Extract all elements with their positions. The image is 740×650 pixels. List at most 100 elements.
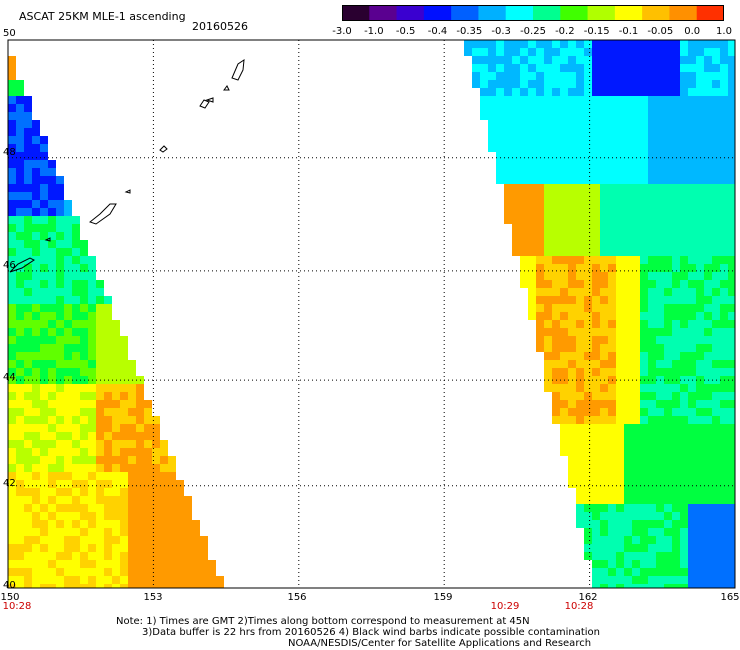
swath-cell (680, 528, 688, 536)
swath-cell (672, 352, 680, 360)
swath-cell (8, 320, 16, 328)
swath-cell (672, 400, 680, 408)
swath-cell (48, 440, 56, 448)
swath-cell (672, 552, 680, 560)
colorbar-segment (478, 5, 507, 21)
swath-cell (696, 296, 704, 304)
swath-cell (704, 448, 712, 456)
swath-cell (600, 296, 608, 304)
swath-cell (56, 208, 64, 216)
swath-cell (624, 456, 632, 464)
swath-cell (656, 440, 664, 448)
swath-cell (680, 392, 688, 400)
swath-cell (632, 480, 640, 488)
swath-cell (8, 584, 16, 588)
swath-cell (16, 192, 24, 200)
swath-cell (64, 248, 72, 256)
swath-cell (696, 112, 704, 120)
swath-cell (104, 296, 112, 304)
swath-cell (616, 488, 624, 496)
swath-cell (40, 560, 48, 568)
swath-cell (576, 432, 584, 440)
swath-cell (480, 48, 488, 56)
swath-cell (704, 384, 712, 392)
swath-cell (720, 568, 728, 576)
swath-cell (552, 320, 560, 328)
swath-cell (680, 272, 688, 280)
swath-cell (712, 392, 720, 400)
swath-cell (624, 520, 632, 528)
swath-cell (664, 480, 672, 488)
swath-cell (168, 456, 176, 464)
swath-cell (56, 576, 64, 584)
swath-cell (576, 40, 584, 48)
swath-cell (640, 264, 648, 272)
swath-cell (632, 88, 640, 96)
swath-cell (552, 248, 560, 256)
swath-cell (696, 472, 704, 480)
swath-cell (704, 152, 712, 160)
swath-cell (88, 584, 96, 588)
swath-cell (640, 568, 648, 576)
swath-cell (504, 72, 512, 80)
swath-cell (600, 384, 608, 392)
swath-cell (600, 176, 608, 184)
swath-cell (560, 176, 568, 184)
swath-cell (56, 248, 64, 256)
swath-cell (576, 192, 584, 200)
swath-cell (608, 416, 616, 424)
swath-cell (728, 104, 735, 112)
swath-cell (720, 296, 728, 304)
swath-cell (8, 560, 16, 568)
swath-cell (144, 448, 152, 456)
swath-cell (624, 224, 632, 232)
swath-cell (56, 288, 64, 296)
swath-cell (624, 184, 632, 192)
swath-cell (600, 160, 608, 168)
swath-cell (80, 488, 88, 496)
swath-cell (56, 560, 64, 568)
swath-cell (608, 248, 616, 256)
swath-cell (592, 120, 600, 128)
swath-cell (568, 336, 576, 344)
swath-cell (536, 120, 544, 128)
swath-cell (472, 56, 480, 64)
swath-cell (64, 224, 72, 232)
swath-cell (504, 192, 512, 200)
swath-cell (560, 48, 568, 56)
swath-cell (728, 144, 735, 152)
swath-cell (8, 336, 16, 344)
swath-cell (24, 392, 32, 400)
swath-cell (560, 88, 568, 96)
swath-cell (656, 128, 664, 136)
swath-cell (672, 240, 680, 248)
swath-cell (656, 200, 664, 208)
swath-cell (96, 504, 104, 512)
swath-cell (648, 360, 656, 368)
swath-cell (104, 440, 112, 448)
swath-cell (608, 304, 616, 312)
swath-cell (568, 160, 576, 168)
swath-cell (112, 432, 120, 440)
swath-cell (48, 208, 56, 216)
swath-cell (584, 544, 592, 552)
swath-cell (128, 464, 136, 472)
swath-cell (656, 392, 664, 400)
swath-cell (544, 256, 552, 264)
swath-cell (640, 176, 648, 184)
swath-cell (136, 424, 144, 432)
swath-cell (528, 104, 536, 112)
swath-cell (472, 64, 480, 72)
swath-cell (120, 432, 128, 440)
swath-cell (480, 64, 488, 72)
swath-cell (720, 80, 728, 88)
swath-cell (40, 352, 48, 360)
swath-cell (712, 264, 720, 272)
swath-cell (680, 104, 688, 112)
swath-cell (680, 488, 688, 496)
swath-cell (88, 256, 96, 264)
swath-cell (720, 232, 728, 240)
swath-cell (128, 392, 136, 400)
swath-cell (40, 136, 48, 144)
swath-cell (592, 312, 600, 320)
